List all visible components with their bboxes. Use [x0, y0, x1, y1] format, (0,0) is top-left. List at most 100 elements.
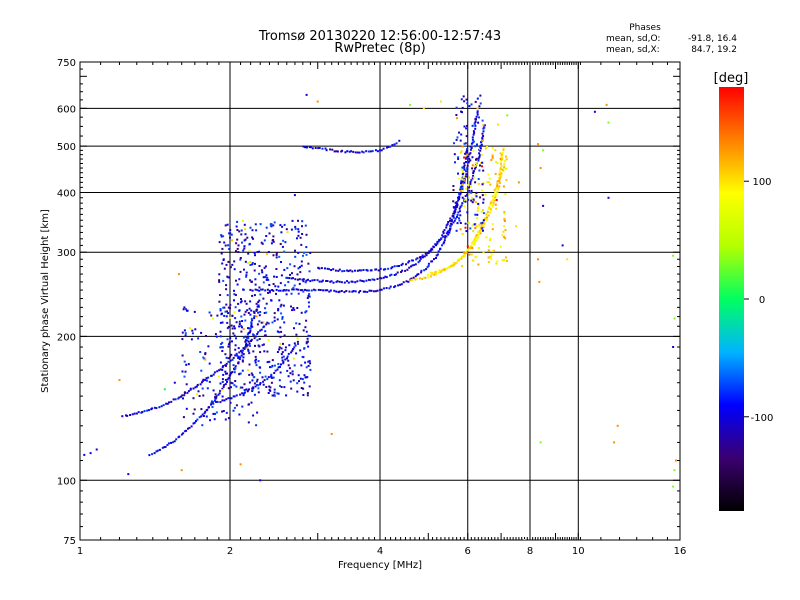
- data-point: [464, 142, 467, 145]
- data-point: [463, 253, 466, 256]
- data-point: [183, 430, 186, 433]
- data-point: [255, 364, 258, 367]
- data-point: [289, 372, 292, 375]
- data-point: [276, 330, 279, 333]
- data-point: [280, 363, 282, 366]
- data-point: [473, 238, 476, 241]
- data-point: [491, 157, 494, 160]
- data-point: [481, 194, 484, 197]
- data-point: [268, 289, 271, 292]
- data-point: [473, 243, 476, 246]
- data-point: [83, 453, 86, 456]
- data-point: [500, 162, 502, 165]
- data-point: [411, 278, 414, 281]
- data-point: [420, 271, 423, 274]
- data-point: [459, 192, 462, 195]
- data-point: [457, 172, 459, 175]
- data-point: [183, 391, 186, 394]
- data-point: [504, 237, 507, 240]
- data-point: [476, 107, 479, 110]
- data-point: [244, 260, 247, 263]
- data-point: [296, 237, 298, 240]
- data-point: [473, 131, 476, 134]
- data-point: [408, 260, 411, 263]
- data-point: [501, 259, 504, 261]
- data-point: [469, 227, 472, 230]
- data-point: [506, 114, 509, 117]
- x-tick-label: 2: [227, 546, 233, 557]
- data-point: [286, 267, 289, 270]
- data-point: [351, 280, 354, 283]
- data-point: [229, 232, 232, 235]
- data-point: [301, 225, 303, 228]
- data-point: [481, 132, 484, 135]
- data-point: [280, 386, 283, 388]
- data-point: [412, 276, 415, 279]
- data-point: [481, 139, 484, 142]
- data-point: [389, 285, 392, 288]
- data-point: [221, 350, 224, 352]
- data-point: [279, 243, 282, 245]
- data-point: [427, 276, 430, 279]
- data-point: [251, 263, 254, 266]
- data-point: [523, 539, 526, 540]
- data-point: [170, 441, 172, 444]
- data-point: [345, 290, 348, 292]
- data-point: [249, 261, 252, 264]
- data-point: [271, 289, 274, 291]
- data-point: [257, 304, 260, 307]
- data-point: [267, 376, 270, 379]
- data-point: [354, 290, 357, 293]
- data-point: [268, 388, 271, 391]
- data-point: [283, 250, 286, 253]
- data-point: [232, 409, 235, 412]
- data-point: [302, 290, 305, 293]
- data-point: [278, 299, 281, 302]
- data-point: [280, 353, 283, 356]
- data-point: [438, 269, 441, 272]
- data-point: [501, 157, 504, 160]
- data-point: [299, 266, 301, 269]
- data-point: [485, 236, 488, 239]
- data-point: [230, 233, 233, 236]
- data-point: [250, 323, 253, 326]
- data-point: [273, 319, 276, 322]
- data-point: [291, 349, 294, 352]
- data-point: [269, 386, 272, 389]
- data-point: [435, 273, 437, 276]
- data-point: [225, 263, 228, 266]
- data-point: [296, 307, 299, 309]
- data-point: [309, 335, 311, 337]
- data-point: [409, 103, 412, 106]
- data-point: [239, 393, 242, 396]
- data-point: [229, 304, 232, 307]
- data-point: [343, 281, 346, 284]
- data-point: [240, 349, 243, 352]
- data-point: [491, 155, 494, 158]
- data-point: [274, 285, 277, 288]
- data-point: [216, 370, 219, 373]
- data-point: [237, 357, 240, 359]
- data-point: [481, 136, 484, 139]
- y-tick-label: 300: [57, 248, 76, 259]
- data-point: [673, 317, 676, 320]
- data-point: [386, 146, 388, 149]
- data-point: [240, 229, 243, 232]
- data-point: [439, 100, 442, 103]
- data-point: [308, 305, 310, 308]
- data-point: [426, 266, 429, 269]
- data-point: [229, 236, 231, 239]
- data-point: [257, 331, 260, 334]
- data-point: [224, 244, 227, 247]
- data-point: [291, 219, 294, 222]
- data-point: [442, 232, 445, 235]
- data-point: [480, 210, 483, 213]
- data-point: [183, 306, 186, 309]
- data-point: [466, 248, 469, 251]
- data-point: [442, 230, 445, 233]
- data-point: [217, 393, 220, 396]
- data-point: [261, 242, 264, 245]
- data-point: [476, 111, 479, 114]
- data-point: [227, 260, 230, 263]
- data-point: [326, 267, 329, 270]
